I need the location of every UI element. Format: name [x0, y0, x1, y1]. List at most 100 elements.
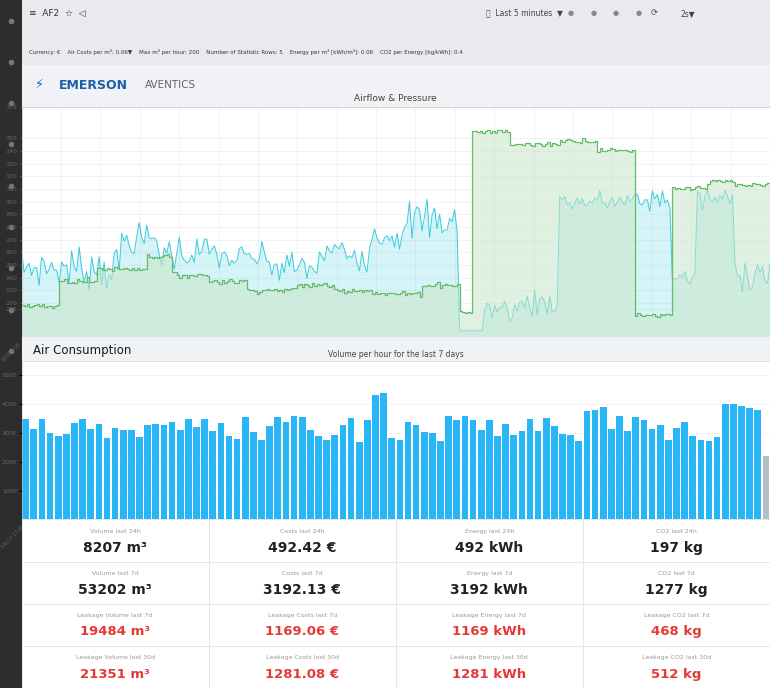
Bar [388, 438, 395, 519]
Text: CO2 last 24h: CO2 last 24h [656, 529, 697, 534]
Bar [250, 432, 256, 519]
Bar [657, 425, 664, 519]
Bar [274, 418, 281, 519]
Title: Volume per hour for the last 7 days: Volume per hour for the last 7 days [328, 350, 464, 358]
Text: ⏱  Last 5 minutes  ▼: ⏱ Last 5 minutes ▼ [486, 9, 562, 18]
Bar [55, 436, 62, 519]
Bar [429, 433, 436, 519]
Text: Energy last 7d: Energy last 7d [467, 571, 512, 576]
Bar [461, 416, 468, 519]
Bar [258, 440, 265, 519]
Bar [79, 418, 86, 519]
Bar [177, 430, 183, 519]
Text: 3192 kWh: 3192 kWh [450, 583, 528, 596]
Text: 492 kWh: 492 kWh [455, 541, 524, 555]
Text: ●: ● [613, 10, 619, 17]
Text: Leakage Costs last 30d: Leakage Costs last 30d [266, 655, 339, 660]
Bar [283, 422, 290, 519]
Text: CO2 last 7d: CO2 last 7d [658, 571, 695, 576]
Bar [673, 428, 680, 519]
Text: 197 kg: 197 kg [650, 541, 703, 555]
Bar [755, 410, 761, 519]
Text: 1281 kWh: 1281 kWh [452, 667, 527, 680]
Text: 53202 m³: 53202 m³ [79, 583, 152, 596]
Text: Volume last 24h: Volume last 24h [90, 529, 140, 534]
Text: Currency: €    Air Costs per m³: 0.06▼    Max m³ per hour: 200    Number of Stat: Currency: € Air Costs per m³: 0.06▼ Max … [29, 49, 463, 54]
Bar [722, 404, 728, 519]
Bar [405, 422, 411, 519]
Bar [535, 431, 541, 519]
Text: Costs last 24h: Costs last 24h [280, 529, 324, 534]
Text: EMERSON: EMERSON [59, 78, 128, 92]
Bar [616, 416, 623, 519]
Bar [242, 418, 249, 519]
Bar [234, 440, 240, 519]
Text: Leakage Volume last 30d: Leakage Volume last 30d [75, 655, 155, 660]
Bar [31, 429, 37, 519]
Bar [478, 430, 484, 519]
Text: ●: ● [568, 10, 574, 17]
Bar [624, 431, 631, 519]
Text: 512 kg: 512 kg [651, 667, 701, 680]
Bar [527, 419, 534, 519]
Text: Leakage Volume last 7d: Leakage Volume last 7d [78, 613, 152, 618]
Text: Energy last 24h: Energy last 24h [464, 529, 514, 534]
Bar [340, 425, 346, 519]
Bar [397, 440, 403, 519]
Bar [592, 410, 598, 519]
Bar [372, 396, 379, 519]
Bar [47, 433, 53, 519]
Bar [600, 407, 607, 519]
Text: 2s▼: 2s▼ [680, 9, 695, 18]
Bar [494, 436, 501, 519]
Bar [120, 430, 126, 519]
Bar [307, 430, 313, 519]
Bar [502, 424, 509, 519]
Text: 21351 m³: 21351 m³ [80, 667, 150, 680]
Bar [714, 438, 721, 519]
Bar [323, 440, 330, 519]
Bar [364, 420, 370, 519]
Text: — Volume per hour  Min: 10.80 Max: 412.25 Avg: 21.8M    — Max m³ per hour  Min: : — Volume per hour Min: 10.80 Max: 412.25… [25, 563, 300, 568]
Text: 492.42 €: 492.42 € [268, 541, 336, 555]
Text: 468 kg: 468 kg [651, 625, 701, 638]
Bar [38, 419, 45, 519]
Bar [689, 436, 696, 519]
Bar [218, 423, 224, 519]
Bar [356, 442, 363, 519]
Bar [315, 436, 322, 519]
Bar [136, 437, 143, 519]
Bar [291, 416, 297, 519]
Bar [486, 420, 493, 519]
Bar [71, 422, 78, 519]
Text: 3192.13 €: 3192.13 € [263, 583, 341, 596]
Text: Costs last 7d: Costs last 7d [282, 571, 323, 576]
Bar [144, 425, 151, 519]
Bar [551, 426, 557, 519]
Text: AVENTICS: AVENTICS [145, 80, 196, 90]
Legend: Airflow  Min:193 Max: 302 Avg: 222, Pressure  Min: 5.34 Max: 4.97 Avg: 4.67: Airflow Min:193 Max: 302 Avg: 222, Press… [24, 376, 256, 385]
Bar [161, 425, 167, 519]
Bar [543, 418, 550, 519]
Text: ●: ● [591, 10, 597, 17]
Bar [421, 432, 427, 519]
Bar [648, 429, 655, 519]
Text: ⟳: ⟳ [650, 9, 658, 18]
Bar [209, 431, 216, 519]
Text: 1169.06 €: 1169.06 € [265, 625, 340, 638]
Bar [63, 434, 69, 519]
Bar [112, 429, 119, 519]
Bar [104, 438, 110, 519]
Bar [746, 409, 753, 519]
Text: ≡  AF2  ☆  ◁: ≡ AF2 ☆ ◁ [29, 9, 85, 18]
Text: Leakage CO2 last 30d: Leakage CO2 last 30d [642, 655, 711, 660]
Bar [185, 420, 192, 519]
Text: Leakage Costs last 7d: Leakage Costs last 7d [268, 613, 336, 618]
Bar [665, 440, 671, 519]
Text: Air Consumption: Air Consumption [33, 343, 131, 356]
Bar [266, 425, 273, 519]
Bar [299, 418, 306, 519]
Bar [698, 440, 705, 519]
Bar [445, 416, 452, 519]
Bar [559, 434, 566, 519]
